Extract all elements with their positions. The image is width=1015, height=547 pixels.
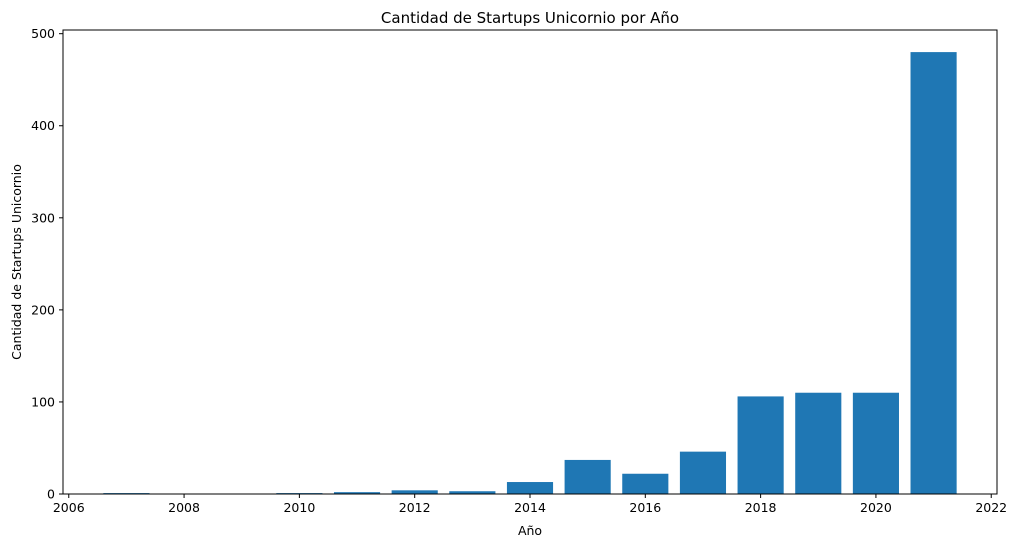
y-tick-label: 300 [31,210,55,225]
bar-2014 [506,482,554,494]
y-tick-label: 400 [31,118,55,133]
x-tick-label: 2014 [514,500,546,515]
bar-2020 [852,392,899,494]
x-tick-label: 2020 [860,500,892,515]
x-tick-label: 2018 [745,500,777,515]
y-tick-label: 100 [31,394,55,409]
y-axis-ticks: 0 100 200 300 400 500 [31,26,63,502]
bars-group [103,52,957,494]
bar-2015 [564,459,611,494]
bar-2018 [737,396,784,494]
y-axis-label: Cantidad de Startups Unicornio [9,164,24,360]
x-tick-label: 2016 [629,500,661,515]
y-tick-label: 200 [31,302,55,317]
x-tick-label: 2006 [53,500,85,515]
x-axis-label: Año [518,523,542,538]
bar-2016 [622,473,669,494]
x-tick-label: 2022 [975,500,1007,515]
x-tick-label: 2010 [283,500,315,515]
x-tick-label: 2008 [168,500,200,515]
bar-2012 [391,490,438,494]
bar-2017 [679,451,727,494]
bar-2019 [795,392,842,494]
y-tick-label: 500 [31,26,55,41]
x-tick-label: 2012 [399,500,431,515]
chart-title: Cantidad de Startups Unicornio por Año [381,9,679,27]
x-axis-ticks: 2006 2008 2010 2012 2014 2016 2018 2020 2022 [53,494,1007,515]
bar-2011 [333,492,381,494]
bar-2021 [910,52,957,494]
bar-2013 [449,491,496,494]
y-tick-label: 0 [47,487,55,502]
plot-frame [62,29,998,495]
